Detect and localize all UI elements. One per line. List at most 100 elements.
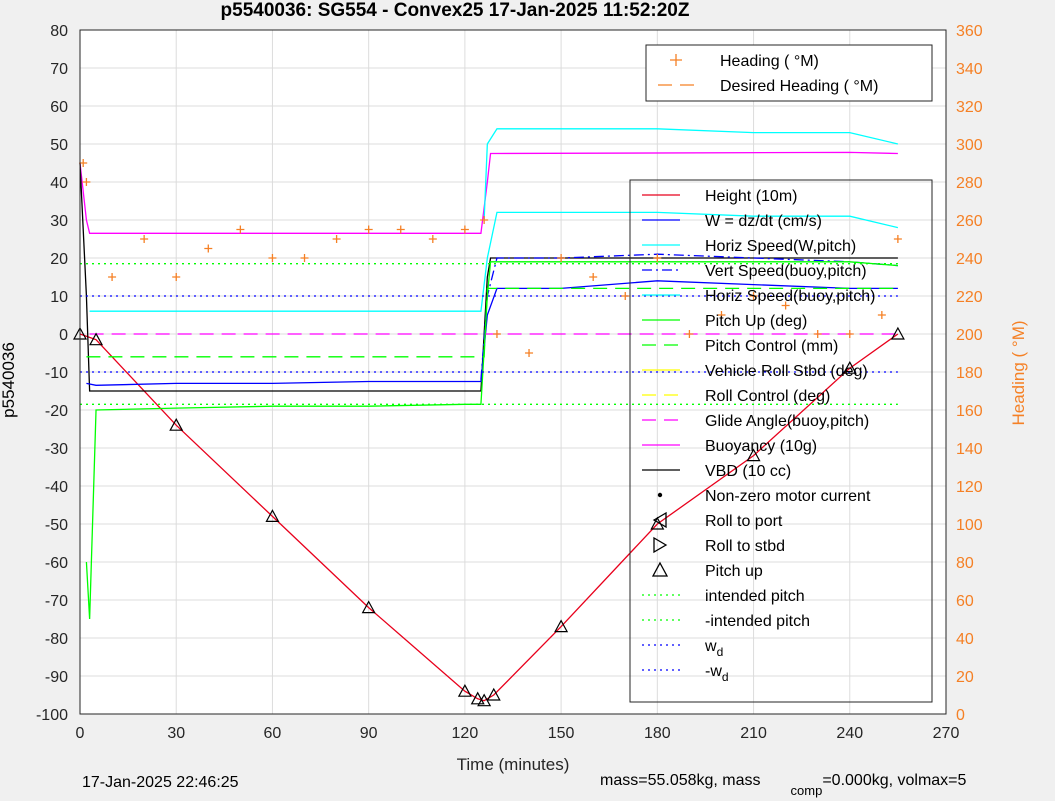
pitch-up-marker <box>842 360 857 374</box>
y-tick-label: 30 <box>50 213 68 230</box>
heading-point <box>749 292 758 300</box>
legend-main-entry: Vert Speed(buoy,pitch) <box>705 263 867 280</box>
heading-point <box>364 225 373 234</box>
x-tick-label: 30 <box>167 725 185 742</box>
legend-heading-entry: Heading ( °M) <box>720 53 819 70</box>
y-tick-label: -40 <box>45 479 68 496</box>
heading-point <box>781 301 790 310</box>
y-right-tick-label: 40 <box>956 631 974 648</box>
footer-timestamp: 17-Jan-2025 22:46:25 <box>82 774 239 791</box>
y-right-tick-label: 280 <box>956 175 983 192</box>
y-right-axis-label: Heading ( °M) <box>1009 320 1028 425</box>
x-tick-label: 270 <box>933 725 960 742</box>
y-tick-label: 20 <box>50 251 68 268</box>
heading-point <box>653 254 662 262</box>
legend-main-entry: Roll to port <box>705 513 783 530</box>
legend-main-entry: Vehicle Roll Stbd (deg) <box>705 363 868 380</box>
y-tick-label: -10 <box>45 365 68 382</box>
footer-comp-text: =0.000kg, volmax=5 <box>822 772 967 789</box>
y-right-tick-labels: 0 20 40 60 80 100 120 140 160 180 200 220 240 260 280 3… <box>956 23 983 724</box>
heading-point <box>82 178 91 186</box>
legend-main-entry: Non-zero motor current <box>705 488 871 505</box>
y-right-tick-label: 300 <box>956 137 983 154</box>
y-tick-label: 40 <box>50 175 68 192</box>
y-tick-label: -50 <box>45 517 68 534</box>
y-right-tick-label: 220 <box>956 289 983 306</box>
legend-main-entry: Horiz Speed(W,pitch) <box>705 238 856 255</box>
legend-main-entry: Horiz Speed(buoy,pitch) <box>705 288 875 305</box>
y-right-tick-label: 140 <box>956 441 983 458</box>
heading-point <box>236 225 245 234</box>
series-line <box>89 211 899 312</box>
y-tick-label: 70 <box>50 61 68 78</box>
x-tick-label: 240 <box>836 725 863 742</box>
x-tick-label: 210 <box>740 725 767 742</box>
legend-main-sample <box>652 511 667 529</box>
x-tick-label: 120 <box>452 725 479 742</box>
y-axis-label: p5540036 <box>0 342 18 418</box>
pitch-up-marker <box>265 509 280 522</box>
heading-point <box>300 254 309 262</box>
legend-main-sample <box>653 536 668 554</box>
y-right-tick-label: 320 <box>956 99 983 116</box>
y-tick-label: -90 <box>45 669 68 686</box>
y-right-tick-label: 80 <box>956 555 974 572</box>
pitch-up-marker <box>486 687 501 701</box>
legend-main-entry: Pitch Up (deg) <box>705 313 807 330</box>
x-tick-label: 60 <box>264 725 282 742</box>
legend-main-entry: VBD (10 cc) <box>705 463 791 480</box>
legend-main-entry: Glide Angle(buoy,pitch) <box>705 413 869 430</box>
x-tick-label: 150 <box>548 725 575 742</box>
heading-point <box>589 273 598 281</box>
legend-main: Height (10m) W = dz/dt (cm/s) Horiz Speed(… <box>629 179 933 703</box>
y-right-tick-label: 0 <box>956 707 965 724</box>
y-right-tick-label: 200 <box>956 327 983 344</box>
y-right-tick-label: 340 <box>956 61 983 78</box>
y-right-tick-label: 160 <box>956 403 983 420</box>
y-right-tick-label: 360 <box>956 23 983 40</box>
y-right-tick-label: 240 <box>956 251 983 268</box>
series-line <box>85 261 898 620</box>
footer-mass-text: mass=55.058kg, mass <box>600 772 761 789</box>
legend-heading-sample <box>670 54 682 66</box>
heading-layer <box>79 159 902 357</box>
y-right-tick-label: 120 <box>956 479 983 496</box>
heading-point <box>845 330 854 338</box>
pitch-up-marker <box>89 332 104 346</box>
legend-main-entry: -intended pitch <box>705 613 810 630</box>
heading-point <box>332 235 341 243</box>
heading-point <box>492 330 501 338</box>
pitch-up-marker <box>554 619 569 633</box>
x-tick-label: 90 <box>360 725 378 742</box>
heading-point <box>877 311 886 319</box>
y-tick-label: 80 <box>50 23 68 40</box>
x-axis-label: Time (minutes) <box>457 755 570 774</box>
y-tick-labels: -100-90-80-70-60-50-40-30-20-10010203040… <box>36 23 68 724</box>
series-line <box>483 128 899 221</box>
legend-heading: Heading ( °M) Desired Heading ( °M) <box>645 44 933 102</box>
y-tick-label: -100 <box>36 707 68 724</box>
heading-point <box>428 235 437 243</box>
legend-main-entry: Height (10m) <box>705 188 797 205</box>
pitch-up-marker <box>890 326 905 340</box>
heading-point <box>140 235 149 243</box>
chart-title: p5540036: SG554 - Convex25 17-Jan-2025 1… <box>221 0 690 21</box>
heading-point <box>525 349 534 357</box>
y-right-tick-label: 60 <box>956 593 974 610</box>
heading-point <box>204 244 213 253</box>
y-tick-label: 0 <box>59 327 68 344</box>
y-tick-label: -60 <box>45 555 68 572</box>
heading-point <box>717 311 726 319</box>
legend-main-entry: Pitch up <box>705 563 763 580</box>
heading-point <box>557 254 566 262</box>
pitch-up-marker <box>746 448 761 462</box>
y-right-tick-label: 20 <box>956 669 974 686</box>
legend-main-entry: intended pitch <box>705 588 805 605</box>
legend-heading-box <box>645 44 933 102</box>
footer-mass: mass=55.058kg, mass comp=0.000kg, volmax=… <box>600 772 967 798</box>
legend-main-entry: Buoyancy (10g) <box>705 438 817 455</box>
heading-point <box>621 292 630 300</box>
x-tick-labels: 0 30 60 90 120 150 180 210 240 270 <box>76 725 960 742</box>
pitch-up-marker <box>457 683 472 697</box>
